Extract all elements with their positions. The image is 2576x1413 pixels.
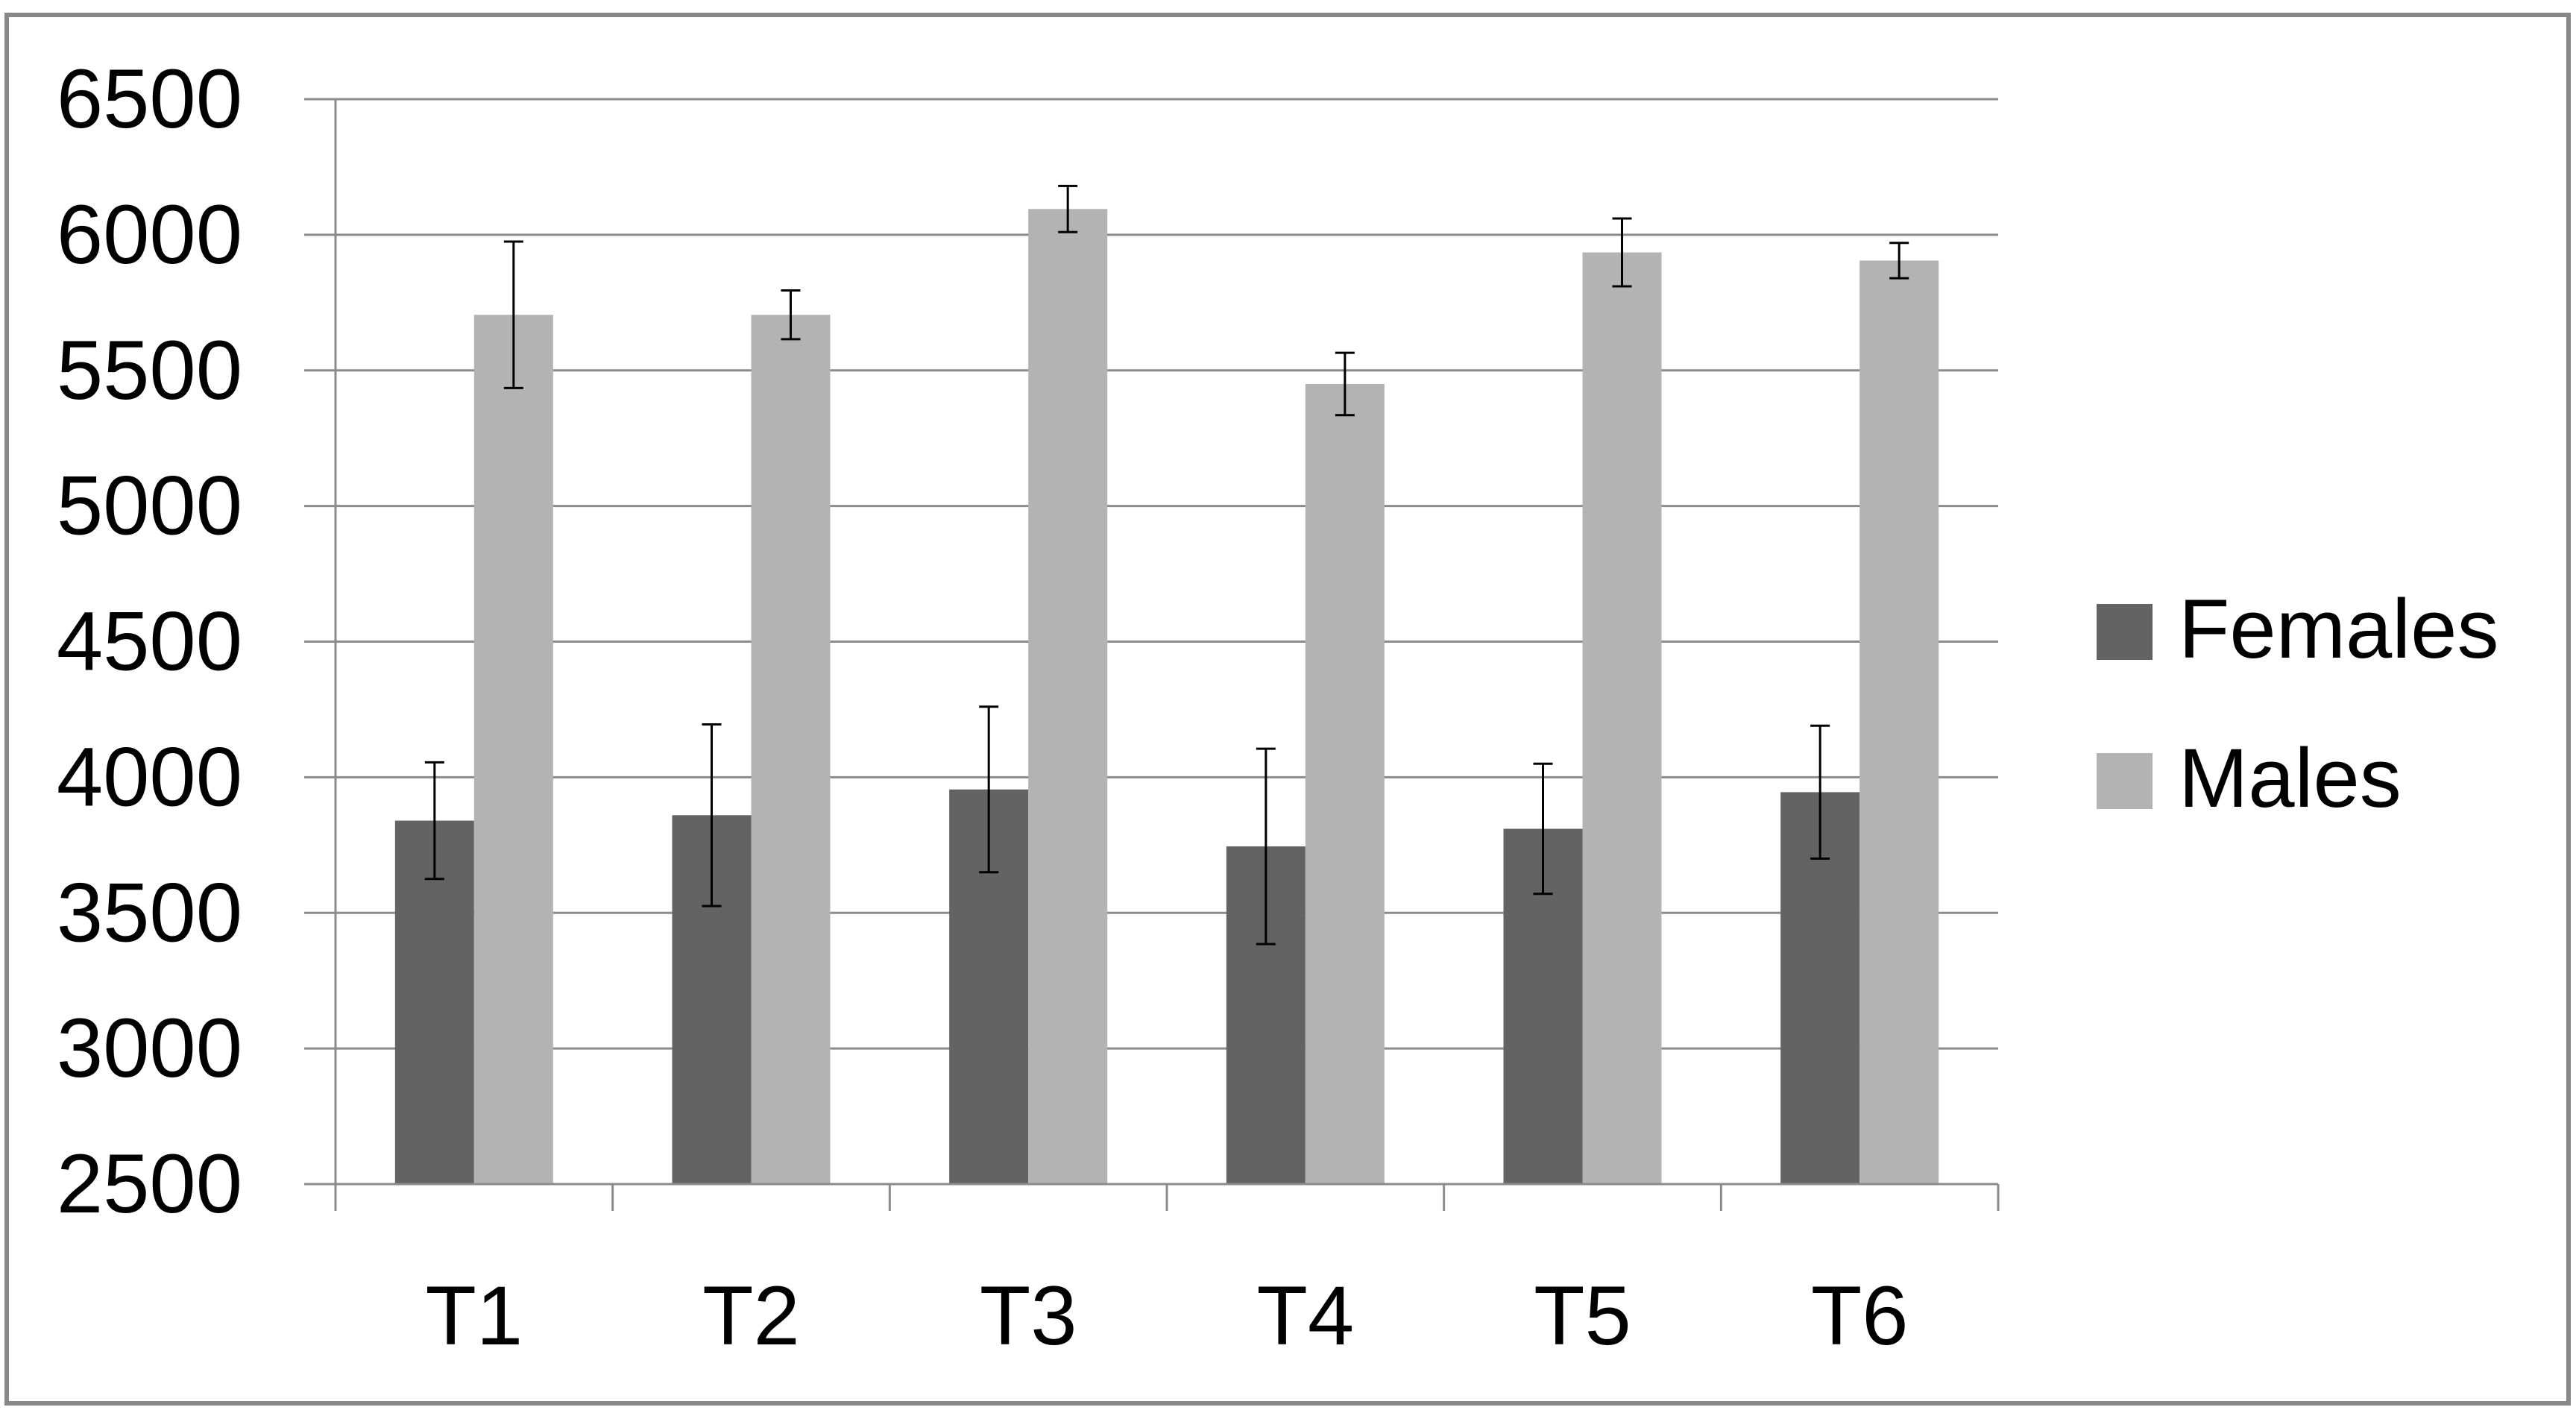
bar-males-t4 <box>1305 383 1385 1184</box>
y-tick-label: 3000 <box>57 1001 242 1095</box>
bars <box>394 209 1939 1185</box>
y-tick-label: 2500 <box>57 1137 242 1230</box>
y-tick-label: 6500 <box>57 52 242 145</box>
bar-males-t2 <box>751 315 831 1184</box>
legend-label-males: Males <box>2179 731 2402 825</box>
bar-females-t1 <box>394 820 474 1184</box>
x-tick-label: T4 <box>1256 1269 1354 1362</box>
y-tick-label: 5000 <box>57 459 242 553</box>
error-bars <box>424 184 1909 945</box>
y-tick-label: 4000 <box>57 730 242 823</box>
y-tick-label: 5500 <box>57 324 242 417</box>
bar-males-t1 <box>473 315 553 1184</box>
gridlines <box>336 98 1998 1050</box>
chart-frame <box>4 13 2571 1406</box>
bar-males-t5 <box>1582 252 1662 1184</box>
x-tick-label: T5 <box>1534 1269 1631 1362</box>
y-axis-tick-labels: 2500 3000 3500 4000 4500 5000 5500 6000 6500 <box>57 52 242 1230</box>
axes <box>304 98 2000 1211</box>
bar-males-t3 <box>1028 209 1108 1185</box>
legend-label-females: Females <box>2179 582 2498 676</box>
legend: Females Males <box>2097 582 2498 825</box>
bar-males-t6 <box>1859 260 1939 1184</box>
x-axis-tick-labels: T1 T2 T3 T4 T5 T6 <box>425 1269 1908 1362</box>
y-tick-label: 3500 <box>57 866 242 959</box>
x-tick-label: T2 <box>702 1269 800 1362</box>
x-tick-label: T1 <box>425 1269 523 1362</box>
y-tick-label: 4500 <box>57 595 242 688</box>
x-tick-label: T6 <box>1811 1269 1909 1362</box>
x-tick-label: T3 <box>980 1269 1077 1362</box>
legend-swatch-males <box>2097 753 2153 809</box>
y-tick-label: 6000 <box>57 188 242 281</box>
legend-swatch-females <box>2097 604 2153 660</box>
